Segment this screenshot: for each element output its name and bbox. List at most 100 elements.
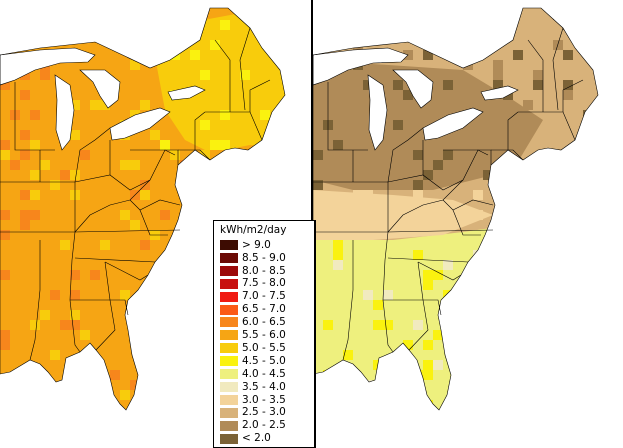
legend-label: 2.0 - 2.5 xyxy=(242,419,286,432)
grid-cell xyxy=(90,10,100,20)
grid-cell xyxy=(50,290,60,300)
grid-cell xyxy=(130,30,140,40)
grid-cell xyxy=(20,8,30,10)
grid-cell xyxy=(463,20,473,30)
grid-cell xyxy=(100,100,110,110)
legend-swatch xyxy=(220,343,238,354)
legend-entry: < 2.0 xyxy=(220,433,271,445)
legend-swatch xyxy=(220,381,238,392)
grid-cell xyxy=(270,40,280,50)
grid-cell xyxy=(363,80,373,90)
legend-swatch xyxy=(220,433,238,444)
grid-cell xyxy=(200,120,210,130)
grid-cell xyxy=(200,70,210,80)
grid-cell xyxy=(80,330,90,340)
legend-label: 2.5 - 3.0 xyxy=(242,406,286,419)
right-great-lakes xyxy=(313,47,519,151)
grid-cell xyxy=(533,70,543,80)
grid-cell xyxy=(523,100,533,110)
grid-cell xyxy=(20,150,30,160)
grid-cell xyxy=(353,200,363,210)
grid-cell xyxy=(363,8,373,10)
grid-cell xyxy=(190,30,200,40)
legend-entry: 6.0 - 6.5 xyxy=(220,316,286,328)
legend-entry: 8.0 - 8.5 xyxy=(220,265,286,277)
right-map xyxy=(313,7,623,446)
grid-cell xyxy=(30,140,40,150)
grid-cell xyxy=(423,370,433,380)
grid-cell xyxy=(363,20,373,30)
right-legend: kWh/m2/day > 9.0 8.5 - 9.0 8.0 - 8.5 7.5 - … xyxy=(213,220,315,448)
grid-cell xyxy=(473,190,483,200)
grid-cell xyxy=(593,60,598,70)
grid-cell xyxy=(353,80,363,90)
grid-cell xyxy=(240,70,250,80)
grid-cell xyxy=(0,270,10,280)
grid-cell xyxy=(393,140,403,150)
grid-cell xyxy=(343,160,353,170)
grid-cell xyxy=(70,20,80,30)
legend-swatch xyxy=(220,265,238,276)
grid-cell xyxy=(140,240,150,250)
grid-cell xyxy=(280,8,285,10)
grid-cell xyxy=(70,170,80,180)
grid-cell xyxy=(60,240,70,250)
legend-label: 5.0 - 5.5 xyxy=(242,341,286,354)
grid-cell xyxy=(130,30,140,40)
right-ocean xyxy=(438,90,623,446)
grid-cell xyxy=(503,110,513,120)
grid-cell xyxy=(443,150,453,160)
grid-cell xyxy=(120,390,130,400)
grid-cell xyxy=(433,160,443,170)
grid-cell xyxy=(30,320,40,330)
grid-cell xyxy=(50,8,60,10)
grid-cell xyxy=(130,220,140,230)
grid-cell xyxy=(353,190,363,200)
legend-swatch xyxy=(220,240,238,250)
grid-cell xyxy=(363,10,373,20)
grid-cell xyxy=(20,210,30,220)
grid-cell xyxy=(40,70,50,80)
right-gulf xyxy=(313,343,453,446)
legend-title: kWh/m2/day xyxy=(220,224,287,236)
legend-label: 6.0 - 6.5 xyxy=(242,316,286,329)
legend-entry: 4.0 - 4.5 xyxy=(220,368,286,380)
grid-cell xyxy=(443,80,453,90)
grid-cell xyxy=(30,110,40,120)
grid-cell xyxy=(80,150,90,160)
right-state-borders xyxy=(313,7,599,411)
grid-cell xyxy=(423,280,433,290)
grid-cell xyxy=(333,40,343,50)
left-great-lakes xyxy=(0,47,206,151)
grid-cell xyxy=(553,10,563,20)
grid-cell xyxy=(130,30,140,40)
grid-cell xyxy=(383,20,393,30)
grid-cell xyxy=(30,210,40,220)
legend-label: 7.5 - 8.0 xyxy=(242,277,286,290)
legend-label: 3.5 - 4.0 xyxy=(242,380,286,393)
grid-cell xyxy=(353,40,363,50)
grid-cell xyxy=(160,210,170,220)
grid-cell xyxy=(393,10,403,20)
grid-cell xyxy=(413,250,423,260)
grid-cell xyxy=(40,160,50,170)
grid-cell xyxy=(423,270,433,280)
grid-cell xyxy=(160,140,170,150)
grid-cell xyxy=(70,310,80,320)
legend-entry: 6.5 - 7.0 xyxy=(220,304,286,316)
grid-cell xyxy=(140,190,150,200)
grid-cell xyxy=(20,130,30,140)
grid-cell xyxy=(120,290,130,300)
legend-swatch xyxy=(220,291,238,302)
grid-cell xyxy=(0,80,10,90)
grid-cell xyxy=(473,160,483,170)
grid-cell xyxy=(90,10,100,20)
legend-entry: 5.0 - 5.5 xyxy=(220,342,286,354)
legend-swatch xyxy=(220,420,238,431)
grid-cell xyxy=(140,20,150,30)
legend-label: 4.0 - 4.5 xyxy=(242,367,286,380)
grid-cell xyxy=(220,20,230,30)
grid-cell xyxy=(120,210,130,220)
grid-cell xyxy=(90,100,100,110)
